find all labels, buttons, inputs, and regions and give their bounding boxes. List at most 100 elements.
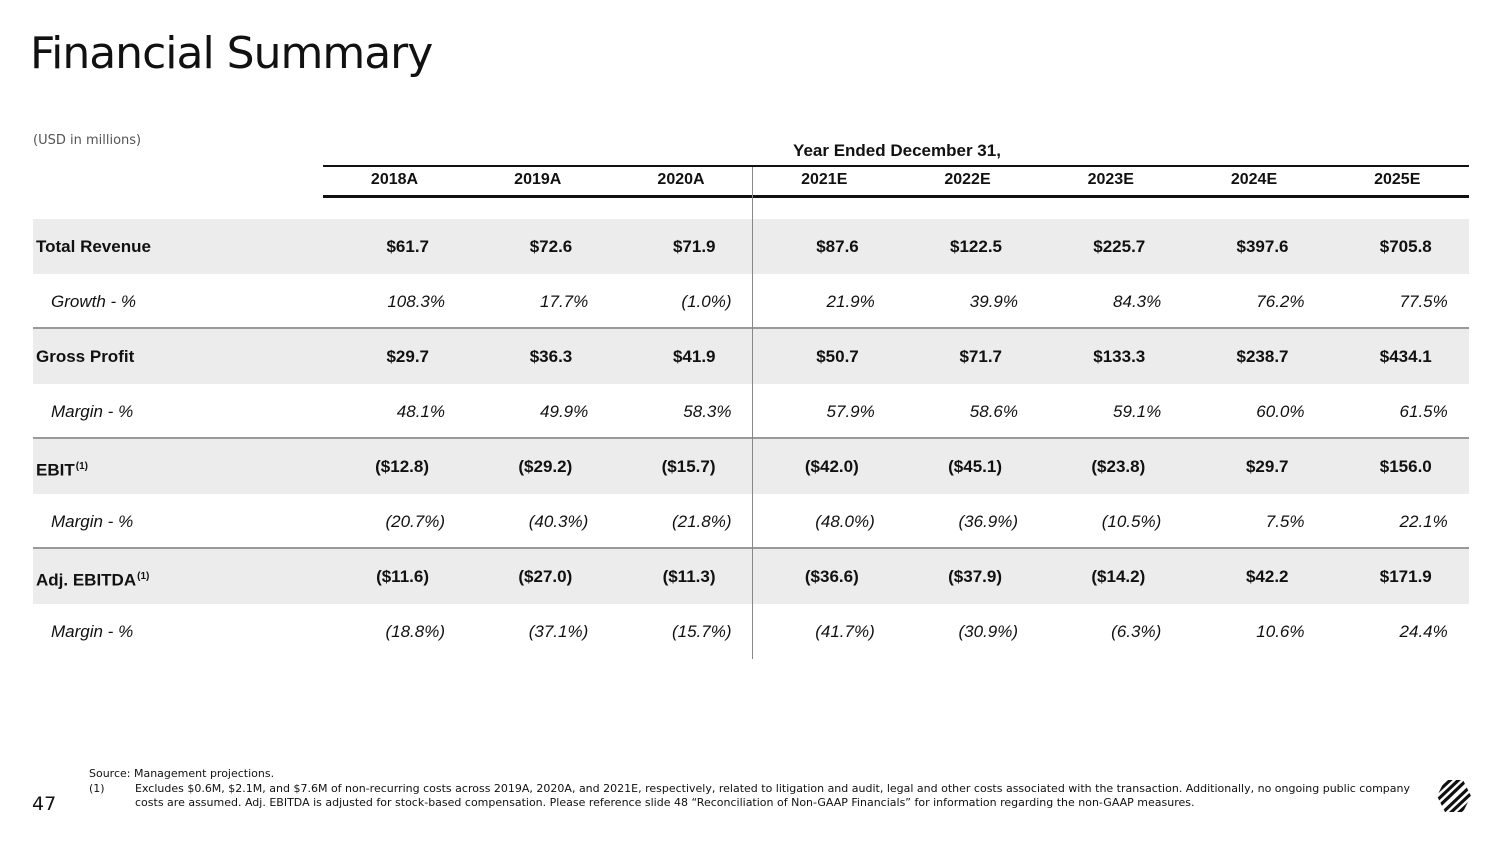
- footnote-ref: (1): [75, 461, 88, 472]
- table-row: Gross Profit $29.7 $36.3 $41.9 $50.7 $71.7 $13…: [33, 327, 1469, 384]
- table-row: Adj. EBITDA(1) ($11.6) ($27.0) ($11.3) ($36.…: [33, 547, 1469, 604]
- table-cell: $50.7: [816, 347, 859, 366]
- table-row: Growth - % 108.3% 17.7% (1.0%) 21.9% 39.9% 84.…: [33, 274, 1469, 329]
- year-header-2018a: 2018A: [370, 171, 419, 188]
- year-header-2020a: 2020A: [657, 171, 705, 188]
- table-cell: 76.2%: [1256, 292, 1305, 311]
- table-cell: (20.7%): [385, 512, 445, 531]
- table-cell: 10.6%: [1256, 622, 1305, 641]
- row-label: Growth - %: [51, 274, 136, 329]
- table-cell: ($27.0): [518, 567, 573, 586]
- row-label: EBIT(1): [36, 439, 88, 498]
- table-cell: 108.3%: [387, 292, 445, 311]
- table-cell: ($15.7): [661, 457, 716, 476]
- table-cell: (37.1%): [528, 622, 589, 641]
- header-bottom-rule: [323, 195, 1469, 198]
- row-label-text: Total Revenue: [36, 237, 151, 256]
- table-cell: (10.5%): [1101, 512, 1162, 531]
- table-cell: $71.9: [672, 237, 716, 256]
- header-top-rule: [323, 165, 1469, 167]
- units-note: (USD in millions): [33, 133, 142, 148]
- table-cell: 84.3%: [1113, 292, 1162, 311]
- row-label: Margin - %: [51, 384, 133, 439]
- year-header-row: 2018A 2019A 2020A 2021E 2022E 2023E 2024E 2025E: [323, 171, 1469, 195]
- table-row: Margin - % 48.1% 49.9% 58.3% 57.9% 58.6% 59.1%…: [33, 384, 1469, 439]
- table-cell: ($14.2): [1091, 567, 1146, 586]
- table-cell: $29.7: [386, 347, 429, 366]
- table-cell: (6.3%): [1111, 622, 1162, 641]
- table-row: Margin - % (20.7%) (40.3%) (21.8%) (48.0%) (3…: [33, 494, 1469, 549]
- year-header-2023e: 2023E: [1087, 171, 1134, 188]
- table-cell: $133.3: [1093, 347, 1146, 366]
- table-cell: (1.0%): [681, 292, 732, 311]
- year-header-2021e: 2021E: [801, 171, 848, 188]
- table-cell: (40.3%): [528, 512, 589, 531]
- table-cell: $238.7: [1236, 347, 1289, 366]
- footnote-1: (1) Excludes $0.6M, $2.1M, and $7.6M of …: [89, 782, 1419, 811]
- row-label-text: Gross Profit: [36, 347, 135, 366]
- row-label: Total Revenue: [36, 219, 151, 274]
- table-cell: (15.7%): [671, 622, 732, 641]
- table-cell: $72.6: [529, 237, 573, 256]
- table-cell: (21.8%): [671, 512, 732, 531]
- row-label-text: Adj. EBITDA: [36, 570, 137, 590]
- table-cell: (48.0%): [815, 512, 875, 531]
- row-label: Margin - %: [51, 494, 133, 549]
- table-cell: (41.7%): [815, 622, 875, 641]
- period-header: Year Ended December 31,: [793, 141, 1001, 160]
- table-cell: 58.3%: [683, 402, 732, 421]
- table-cell: ($11.3): [662, 567, 716, 586]
- table-cell: ($11.6): [376, 567, 429, 586]
- row-label-text: Margin - %: [51, 512, 134, 531]
- page-title: Financial Summary: [30, 28, 433, 79]
- table-cell: $156.0: [1379, 457, 1432, 476]
- year-header-2022e: 2022E: [944, 171, 991, 188]
- row-label: Gross Profit: [36, 329, 134, 384]
- page-number: 47: [32, 793, 57, 815]
- table-cell: 58.6%: [969, 402, 1018, 421]
- row-label-text: EBIT: [36, 460, 75, 480]
- table-cell: 77.5%: [1399, 292, 1448, 311]
- row-label: Margin - %: [51, 604, 133, 659]
- row-label-text: Growth - %: [51, 292, 137, 311]
- table-row: Total Revenue $61.7 $72.6 $71.9 $87.6 $122.5 $…: [33, 219, 1469, 274]
- table-cell: 60.0%: [1256, 402, 1305, 421]
- row-label-text: Margin - %: [51, 402, 134, 421]
- table-cell: ($12.8): [375, 457, 429, 476]
- table-cell: $41.9: [672, 347, 716, 366]
- table-cell: (36.9%): [958, 512, 1018, 531]
- table-row: Margin - % (18.8%) (37.1%) (15.7%) (41.7%) (3…: [33, 604, 1469, 659]
- table-cell: 21.9%: [826, 292, 875, 311]
- table-cell: $29.7: [1245, 457, 1289, 476]
- year-header-2024e: 2024E: [1230, 171, 1278, 188]
- table-cell: $225.7: [1093, 237, 1146, 256]
- table-cell: $71.7: [959, 347, 1002, 366]
- table-cell: $434.1: [1379, 347, 1432, 366]
- table-cell: ($42.0): [804, 457, 859, 476]
- row-label: Adj. EBITDA(1): [36, 549, 149, 608]
- table-cell: 49.9%: [540, 402, 589, 421]
- year-header-2019a: 2019A: [514, 171, 562, 188]
- table-cell: 7.5%: [1265, 512, 1305, 531]
- table-cell: $87.6: [816, 237, 859, 256]
- table-cell: 17.7%: [540, 292, 589, 311]
- table-cell: 48.1%: [396, 402, 445, 421]
- table-cell: 24.4%: [1399, 622, 1448, 641]
- table-cell: 59.1%: [1113, 402, 1162, 421]
- table-cell: (30.9%): [958, 622, 1018, 641]
- table-cell: $122.5: [950, 237, 1002, 256]
- table-cell: ($36.6): [804, 567, 859, 586]
- table-cell: 39.9%: [969, 292, 1018, 311]
- table-cell: $171.9: [1379, 567, 1432, 586]
- table-cell: $61.7: [386, 237, 429, 256]
- table-cell: $705.8: [1379, 237, 1432, 256]
- table-cell: ($37.9): [948, 567, 1002, 586]
- table-cell: (18.8%): [385, 622, 445, 641]
- table-cell: 22.1%: [1399, 512, 1448, 531]
- striped-hexagon-logo-icon: [1437, 780, 1471, 812]
- table-cell: $42.2: [1245, 567, 1289, 586]
- row-label-text: Margin - %: [51, 622, 134, 641]
- table-cell: 57.9%: [826, 402, 875, 421]
- footnote-1-marker: (1): [89, 781, 105, 795]
- year-header-2025e: 2025E: [1374, 171, 1421, 188]
